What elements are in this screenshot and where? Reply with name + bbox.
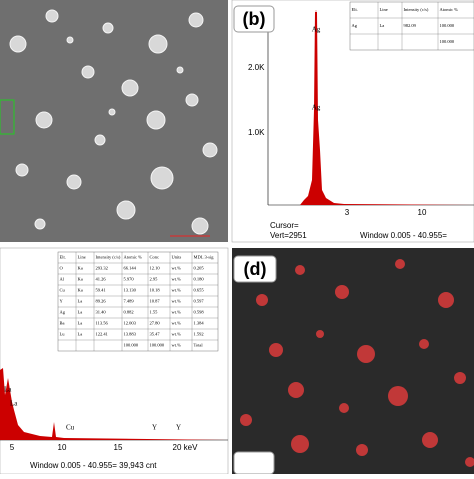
table-cell: Line — [78, 255, 86, 260]
table-cell: Line — [380, 7, 388, 12]
x-tick-label: 3 — [345, 208, 350, 217]
table-cell: 59.41 — [96, 288, 106, 293]
table-cell: Elt. — [352, 7, 358, 12]
table-cell: wt.% — [172, 288, 182, 293]
table-cell: wt.% — [172, 310, 182, 315]
table-cell: Cu — [60, 288, 66, 293]
table-cell: 89.26 — [96, 299, 107, 304]
map-image — [232, 248, 474, 474]
table-cell: La — [78, 321, 83, 326]
table-cell: Ag — [352, 23, 358, 28]
table-cell: Conc — [150, 255, 160, 260]
table-cell: 100.000 — [150, 343, 165, 348]
peak-label: La — [10, 400, 18, 408]
table-cell: La — [78, 299, 83, 304]
table-cell: 12.10 — [150, 266, 161, 271]
peak-label: Y — [152, 424, 157, 432]
table-cell: La — [78, 332, 83, 337]
peak-label: Cu — [66, 424, 75, 432]
peak-label: La — [4, 386, 12, 394]
table-cell: Units — [172, 255, 182, 260]
table-cell: 31.40 — [96, 310, 107, 315]
table-cell: 100.000 — [440, 23, 455, 28]
table-cell: 27.80 — [150, 321, 161, 326]
table-cell: 66.144 — [124, 266, 137, 271]
table-cell: Ag — [60, 310, 66, 315]
table-cell: 10.87 — [150, 299, 161, 304]
peak-label: Ag — [312, 104, 321, 112]
table-cell: 1.592 — [194, 332, 204, 337]
table-cell: 100.000 — [440, 39, 455, 44]
sem-image — [0, 0, 228, 242]
label-box — [233, 451, 275, 475]
table-cell: 982.09 — [404, 23, 417, 28]
table-cell: O — [60, 266, 64, 271]
table-cell: 13.130 — [124, 288, 137, 293]
window: Window 0.005 - 40.955= — [360, 231, 447, 240]
vert: Vert=2951 — [270, 231, 307, 240]
table-cell: 0.597 — [194, 299, 205, 304]
table-cell: wt.% — [172, 343, 182, 348]
table-cell: 100.000 — [124, 343, 139, 348]
table-cell: 0.205 — [194, 266, 205, 271]
peak-label: Y — [176, 424, 181, 432]
table-cell: Atomic % — [124, 255, 143, 260]
peak-label: Ag — [312, 26, 321, 34]
table-cell: Elt. — [60, 255, 66, 260]
panel-label: (b) — [243, 9, 266, 29]
table-cell: 0.882 — [124, 310, 134, 315]
table-cell: Ka — [78, 288, 83, 293]
table-cell: Y — [60, 299, 64, 304]
table-cell: 10.18 — [150, 288, 161, 293]
table-cell: wt.% — [172, 321, 182, 326]
table-cell: wt.% — [172, 266, 182, 271]
table-cell: La — [78, 310, 83, 315]
x-tick-label: 15 — [114, 443, 123, 452]
panel-label: (d) — [244, 259, 267, 279]
label-box — [233, 5, 275, 33]
table-cell: 0.598 — [194, 310, 205, 315]
cursor: Cursor= — [270, 221, 299, 230]
table-cell: 122.41 — [96, 332, 108, 337]
table-cell: wt.% — [172, 332, 182, 337]
x-tick-label: 10 — [418, 208, 427, 217]
table-cell: 13.883 — [124, 332, 137, 337]
table-cell: wt.% — [172, 299, 182, 304]
table-cell: 41.26 — [96, 277, 107, 282]
label-box — [233, 255, 277, 283]
table-cell: Atomic % — [440, 7, 459, 12]
table-cell: 0.655 — [194, 288, 205, 293]
table-cell: La — [380, 23, 385, 28]
table-cell: 1.55 — [150, 310, 159, 315]
table-cell: Total — [194, 343, 204, 348]
table-cell: wt.% — [172, 277, 182, 282]
table-cell: Intensity (c/s) — [404, 7, 429, 12]
table-cell: Ka — [78, 277, 83, 282]
x-tick-label: 5 — [10, 443, 15, 452]
table-cell: 7.489 — [124, 299, 135, 304]
table-frame — [349, 1, 474, 51]
table-cell: 1.384 — [194, 321, 205, 326]
table-cell: 2.95 — [150, 277, 159, 282]
table-frame — [57, 251, 219, 352]
table-cell: Lu — [60, 332, 66, 337]
table-cell: Ba — [60, 321, 65, 326]
table-cell: Intensity (c/s) — [96, 255, 121, 260]
table-cell: Al — [60, 277, 65, 282]
table-cell: 293.32 — [96, 266, 108, 271]
table-cell: 12.003 — [124, 321, 137, 326]
table-cell: 0.180 — [194, 277, 205, 282]
window: Window 0.005 - 40.955= 39,943 cnt — [30, 461, 157, 470]
y-tick-label: 1.0K — [248, 128, 265, 137]
table-cell: 113.56 — [96, 321, 109, 326]
x-tick-label: 10 — [58, 443, 67, 452]
x-tick-label: 20 keV — [173, 443, 199, 452]
table-cell: 5.970 — [124, 277, 135, 282]
y-tick-label: 2.0K — [248, 63, 265, 72]
table-cell: MDL 3-sig — [194, 255, 215, 260]
table-cell: 35.47 — [150, 332, 161, 337]
table-cell: Ka — [78, 266, 83, 271]
